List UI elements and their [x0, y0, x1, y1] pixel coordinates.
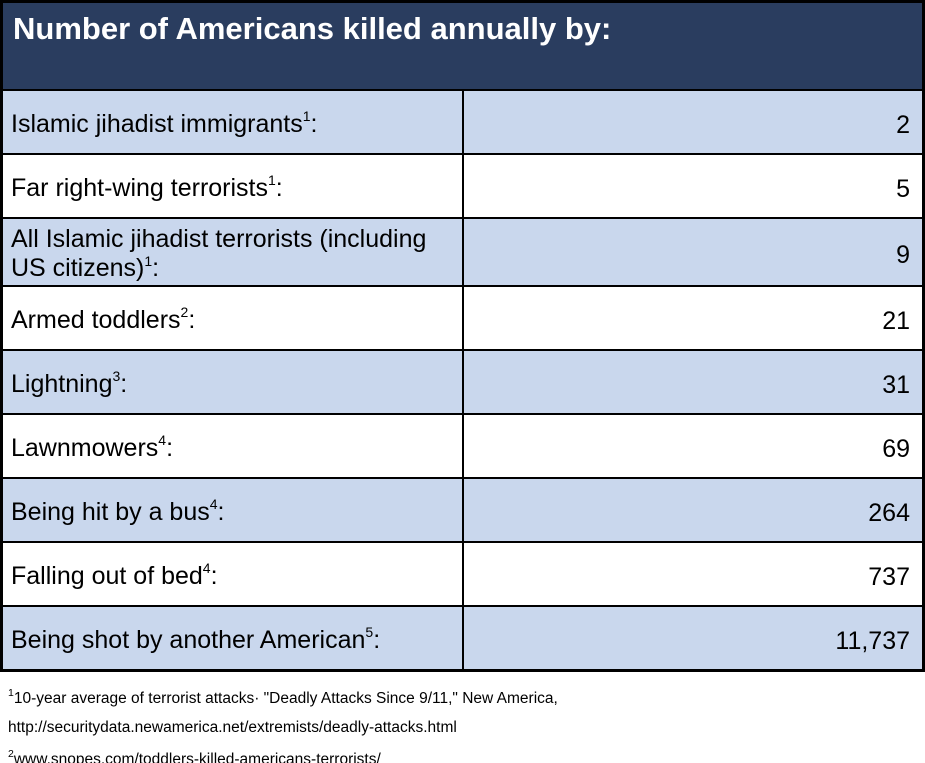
table-row: Lawnmowers4: 69 — [0, 413, 925, 479]
colon: : — [120, 369, 128, 398]
cause-label-cell: Far right-wing terrorists1: — [0, 153, 464, 219]
cause-label-cell: Falling out of bed4: — [0, 541, 464, 607]
cause-value: 737 — [461, 541, 925, 607]
colon: : — [217, 497, 225, 526]
table-header-row: Number of Americans killed annually by: — [0, 0, 925, 91]
cause-label-cell: Being hit by a bus4: — [0, 477, 464, 543]
footnote-marker: 1 — [268, 172, 276, 189]
colon: : — [373, 625, 381, 654]
table-row: Falling out of bed4: 737 — [0, 541, 925, 607]
table-row: Lightning3: 31 — [0, 349, 925, 415]
table-row: Being shot by another American5: 11,737 — [0, 605, 925, 672]
footnote-text: 10-year average of terrorist attacks· "D… — [13, 690, 558, 707]
cause-label-cell: Islamic jihadist immigrants1: — [0, 89, 464, 155]
cause-label: All Islamic jihadist terrorists (includi… — [11, 225, 427, 282]
footnote-marker: 1 — [8, 686, 14, 699]
page-title: Number of Americans killed annually by: — [0, 0, 925, 91]
colon: : — [152, 254, 160, 282]
cause-label-cell: Lawnmowers4: — [0, 413, 464, 479]
cause-label: Far right-wing terrorists — [11, 173, 268, 202]
footnote-line: 110-year average of terrorist attacks· "… — [8, 684, 917, 713]
footnote-marker: 4 — [209, 496, 218, 513]
table-row: Far right-wing terrorists1: 5 — [0, 153, 925, 219]
table-row: Islamic jihadist immigrants1: 2 — [0, 89, 925, 155]
cause-label: Islamic jihadist immigrants — [11, 109, 303, 138]
cause-label: Armed toddlers — [11, 305, 181, 334]
colon: : — [210, 561, 218, 590]
footnote-marker: 2 — [8, 747, 14, 760]
cause-value: 21 — [461, 285, 925, 351]
cause-value: 5 — [461, 153, 925, 219]
footnote-marker: 4 — [202, 560, 211, 577]
footnote-marker: 1 — [144, 252, 153, 269]
stats-table: Number of Americans killed annually by: … — [0, 0, 925, 672]
colon: : — [188, 305, 196, 334]
table-row: All Islamic jihadist terrorists (includi… — [0, 217, 925, 287]
cause-label-cell: All Islamic jihadist terrorists (includi… — [0, 217, 464, 287]
footnote-marker: 4 — [158, 432, 167, 449]
cause-label: Falling out of bed — [11, 561, 203, 590]
footnote-line: 2www.snopes.com/toddlers-killed-american… — [8, 745, 917, 763]
table-row: Armed toddlers2: 21 — [0, 285, 925, 351]
footnote-marker: 5 — [365, 624, 374, 641]
cause-value: 31 — [461, 349, 925, 415]
cause-label: Being shot by another American — [11, 625, 366, 654]
cause-label: Lawnmowers — [11, 433, 159, 462]
cause-value: 264 — [461, 477, 925, 543]
footnote-marker: 1 — [302, 108, 311, 125]
cause-label: Being hit by a bus — [11, 497, 210, 526]
cause-value: 9 — [461, 217, 925, 287]
footnote-text: www.snopes.com/toddlers-killed-americans… — [13, 751, 381, 763]
colon: : — [310, 109, 318, 138]
footnote-marker: 3 — [112, 368, 121, 385]
footnote-2: 2www.snopes.com/toddlers-killed-american… — [8, 745, 917, 763]
footnote-marker: 2 — [180, 304, 189, 321]
cause-label-cell: Being shot by another American5: — [0, 605, 464, 672]
cause-value: 2 — [461, 89, 925, 155]
footnote-url: http://securitydata.newamerica.net/extre… — [8, 719, 457, 736]
footnotes: 110-year average of terrorist attacks· "… — [0, 672, 925, 763]
colon: : — [275, 173, 283, 202]
table-row: Being hit by a bus4: 264 — [0, 477, 925, 543]
cause-label-cell: Lightning3: — [0, 349, 464, 415]
colon: : — [166, 433, 174, 462]
cause-value: 11,737 — [461, 605, 925, 672]
footnote-1: 110-year average of terrorist attacks· "… — [8, 684, 917, 742]
cause-label: Lightning — [11, 369, 113, 398]
cause-value: 69 — [461, 413, 925, 479]
cause-label-cell: Armed toddlers2: — [0, 285, 464, 351]
